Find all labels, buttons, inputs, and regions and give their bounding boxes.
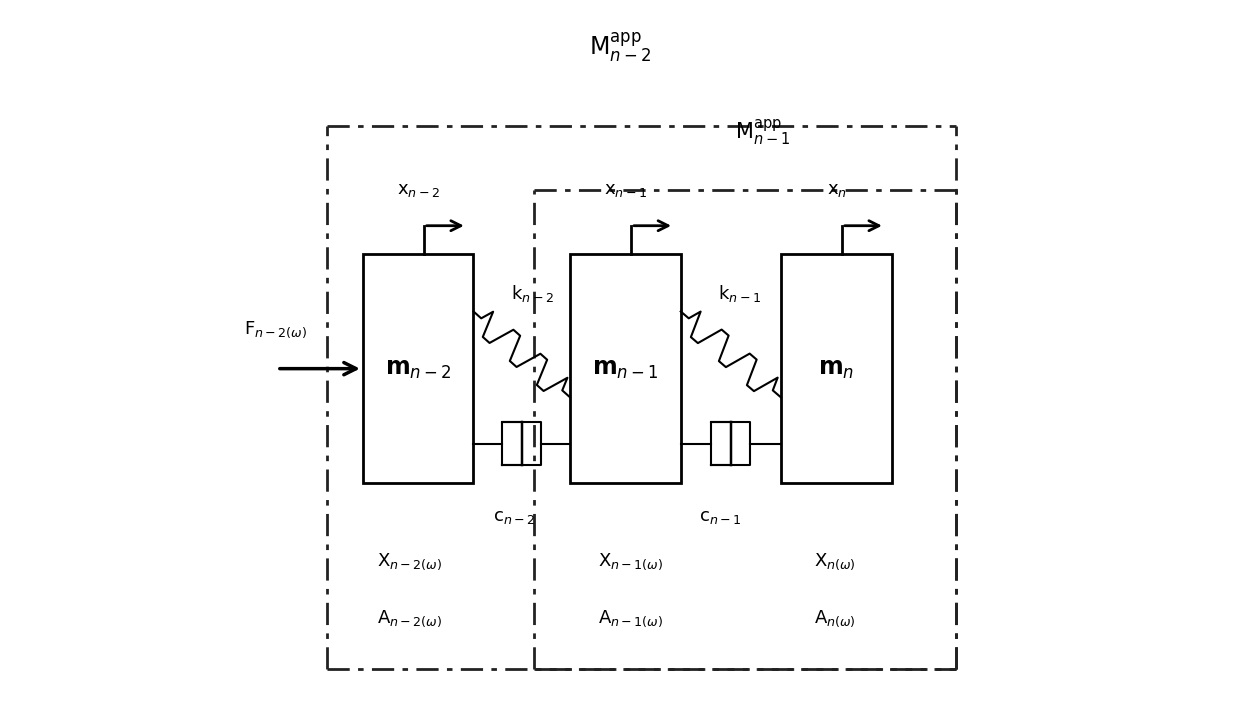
Text: A$_{n(\omega)}$: A$_{n(\omega)}$	[813, 609, 856, 629]
Text: k$_{n-2}$: k$_{n-2}$	[511, 283, 554, 304]
Bar	[570, 254, 681, 483]
Text: X$_{n-2(\omega)}$: X$_{n-2(\omega)}$	[377, 552, 441, 572]
Bar	[363, 254, 474, 483]
Text: A$_{n-1(\omega)}$: A$_{n-1(\omega)}$	[598, 609, 663, 629]
Text: m$_{n-1}$: m$_{n-1}$	[593, 356, 658, 380]
Text: X$_{n(\omega)}$: X$_{n(\omega)}$	[813, 552, 856, 572]
Text: x$_{n-2}$: x$_{n-2}$	[397, 181, 440, 199]
Text: F$_{n-2(\omega)}$: F$_{n-2(\omega)}$	[244, 319, 308, 340]
Text: A$_{n-2(\omega)}$: A$_{n-2(\omega)}$	[377, 609, 441, 629]
Text: c$_{n-1}$: c$_{n-1}$	[699, 508, 742, 526]
Text: x$_{n-1}$: x$_{n-1}$	[604, 181, 647, 199]
Text: X$_{n-1(\omega)}$: X$_{n-1(\omega)}$	[598, 552, 663, 572]
Text: m$_{n-2}$: m$_{n-2}$	[384, 356, 451, 380]
Text: x$_n$: x$_n$	[827, 181, 847, 199]
Bar	[781, 254, 892, 483]
Text: M$^{\mathrm{app}}_{n-2}$: M$^{\mathrm{app}}_{n-2}$	[589, 30, 651, 64]
Text: c$_{n-2}$: c$_{n-2}$	[494, 508, 536, 526]
Text: k$_{n-1}$: k$_{n-1}$	[718, 283, 761, 304]
Text: m$_n$: m$_n$	[818, 356, 854, 380]
Text: M$^{\mathrm{app}}_{n-1}$: M$^{\mathrm{app}}_{n-1}$	[735, 118, 791, 148]
